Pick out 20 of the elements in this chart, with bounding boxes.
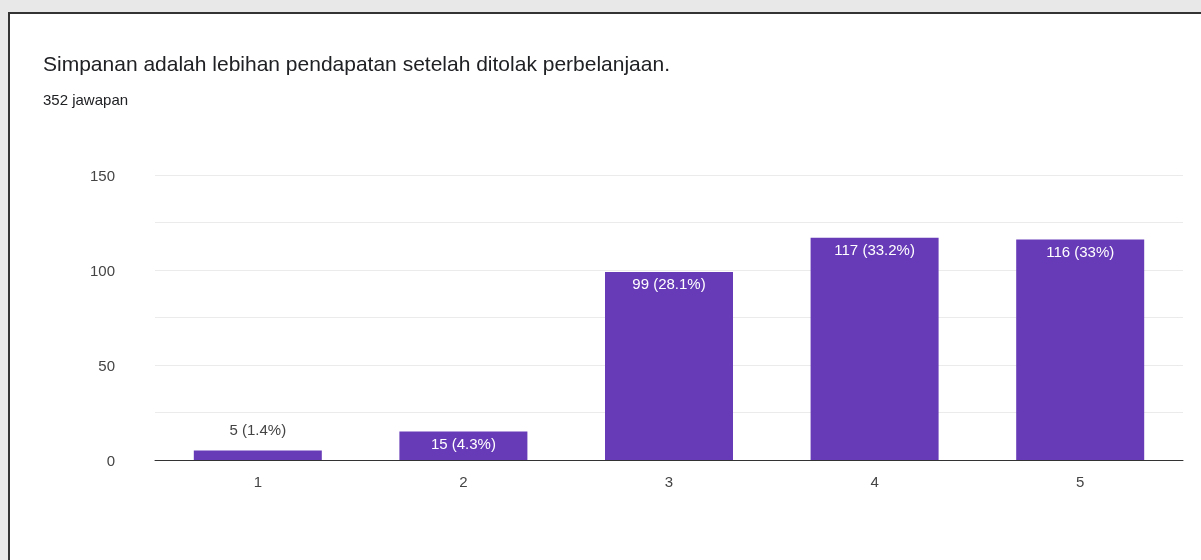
- bar: [810, 237, 939, 460]
- bar: [1016, 239, 1145, 460]
- data-label: 117 (33.2%): [834, 240, 915, 258]
- bar: [605, 271, 733, 460]
- bar: [193, 450, 322, 460]
- x-tick-label: 1: [253, 473, 262, 490]
- x-tick-label: 4: [870, 473, 879, 490]
- x-tick-label: 3: [664, 473, 674, 490]
- y-tick-label: 150: [89, 166, 115, 184]
- y-tick-label: 50: [98, 356, 115, 374]
- x-tick-label: 2: [459, 473, 468, 490]
- y-tick-label: 0: [106, 451, 115, 469]
- chart-subtitle: 352 jawapan: [43, 91, 129, 108]
- data-label: 15 (4.3%): [430, 434, 496, 452]
- data-label: 5 (1.4%): [229, 420, 287, 438]
- data-label: 99 (28.1%): [632, 274, 706, 292]
- x-tick-label: 5: [1076, 473, 1085, 490]
- chart-title: Simpanan adalah lebihan pendapatan setelah ditolak perbelanjaan.: [43, 52, 670, 75]
- data-label: 116 (33%): [1046, 242, 1115, 260]
- y-tick-label: 100: [89, 261, 115, 279]
